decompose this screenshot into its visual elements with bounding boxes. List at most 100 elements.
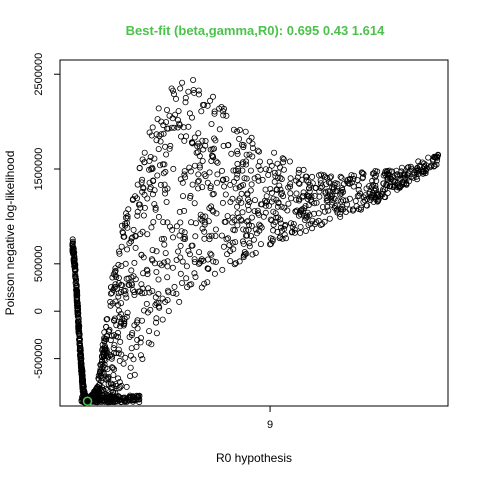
data-point [234, 210, 241, 217]
data-point [220, 112, 227, 119]
data-point [208, 203, 215, 210]
data-point [169, 226, 176, 233]
data-point [414, 176, 421, 183]
data-point [76, 339, 83, 346]
data-point [115, 333, 122, 340]
data-point [306, 181, 313, 188]
data-point [107, 352, 114, 359]
data-point [136, 201, 143, 208]
data-point [346, 195, 353, 202]
data-point [73, 286, 80, 293]
data-point [160, 130, 167, 137]
data-point [152, 206, 159, 213]
data-point [358, 169, 365, 176]
data-point [256, 221, 263, 228]
data-point [191, 200, 198, 207]
data-point [159, 161, 166, 168]
data-point [241, 248, 248, 255]
data-point [102, 356, 109, 363]
data-point [431, 162, 438, 169]
data-point [157, 181, 164, 188]
data-point [370, 181, 377, 188]
data-point [162, 250, 169, 257]
data-point [140, 270, 147, 277]
data-point [359, 175, 366, 182]
data-point [337, 213, 344, 220]
data-point [234, 203, 241, 210]
data-point [205, 265, 212, 272]
data-point [243, 175, 250, 182]
data-point [212, 232, 219, 239]
data-point [112, 272, 119, 279]
data-point [227, 248, 234, 255]
data-point [139, 355, 146, 362]
data-point [219, 199, 226, 206]
data-point [320, 172, 327, 179]
data-point [254, 147, 261, 154]
data-point [202, 173, 209, 180]
data-point [183, 133, 190, 140]
data-point [360, 170, 367, 177]
data-point [241, 175, 248, 182]
data-point [74, 307, 81, 314]
data-point [375, 197, 382, 204]
data-point [275, 199, 282, 206]
data-point [362, 192, 369, 199]
data-point [266, 241, 273, 248]
data-point [195, 171, 202, 178]
data-point [321, 208, 328, 215]
data-point [340, 206, 347, 213]
data-point [130, 273, 137, 280]
data-point [346, 206, 353, 213]
data-point [374, 168, 381, 175]
data-point [245, 217, 252, 224]
y-tick-label: 0 [33, 308, 45, 314]
data-point [78, 359, 85, 366]
data-point [126, 240, 133, 247]
data-point [107, 337, 114, 344]
data-point [118, 222, 125, 229]
data-point [141, 204, 148, 211]
data-point [149, 191, 156, 198]
data-point [223, 176, 230, 183]
data-point [297, 229, 304, 236]
data-point [202, 219, 209, 226]
data-point [149, 247, 156, 254]
data-point [221, 183, 228, 190]
data-point [398, 164, 405, 171]
data-point [280, 166, 287, 173]
data-point [153, 268, 160, 275]
data-point [123, 294, 130, 301]
data-point [349, 207, 356, 214]
data-point [134, 212, 141, 219]
data-point [293, 196, 300, 203]
data-point [207, 183, 214, 190]
data-point [189, 181, 196, 188]
data-point [248, 181, 255, 188]
data-point [100, 353, 107, 360]
data-point [173, 290, 180, 297]
data-point [228, 150, 235, 157]
data-point [194, 143, 201, 150]
data-point [97, 361, 104, 368]
data-point [306, 188, 313, 195]
data-points [69, 77, 442, 406]
y-tick-label: 2500000 [33, 53, 45, 96]
data-point [210, 190, 217, 197]
data-point [181, 207, 188, 214]
data-point [290, 220, 297, 227]
data-point [120, 229, 127, 236]
data-point [234, 222, 241, 229]
data-point [231, 261, 238, 268]
data-point [262, 186, 269, 193]
data-point [178, 228, 185, 235]
data-point [278, 191, 285, 198]
data-point [413, 169, 420, 176]
data-point [136, 165, 143, 172]
data-point [143, 300, 150, 307]
data-point [259, 176, 266, 183]
data-point [129, 281, 136, 288]
data-point [249, 145, 256, 152]
data-point [274, 160, 281, 167]
data-point [191, 258, 198, 265]
